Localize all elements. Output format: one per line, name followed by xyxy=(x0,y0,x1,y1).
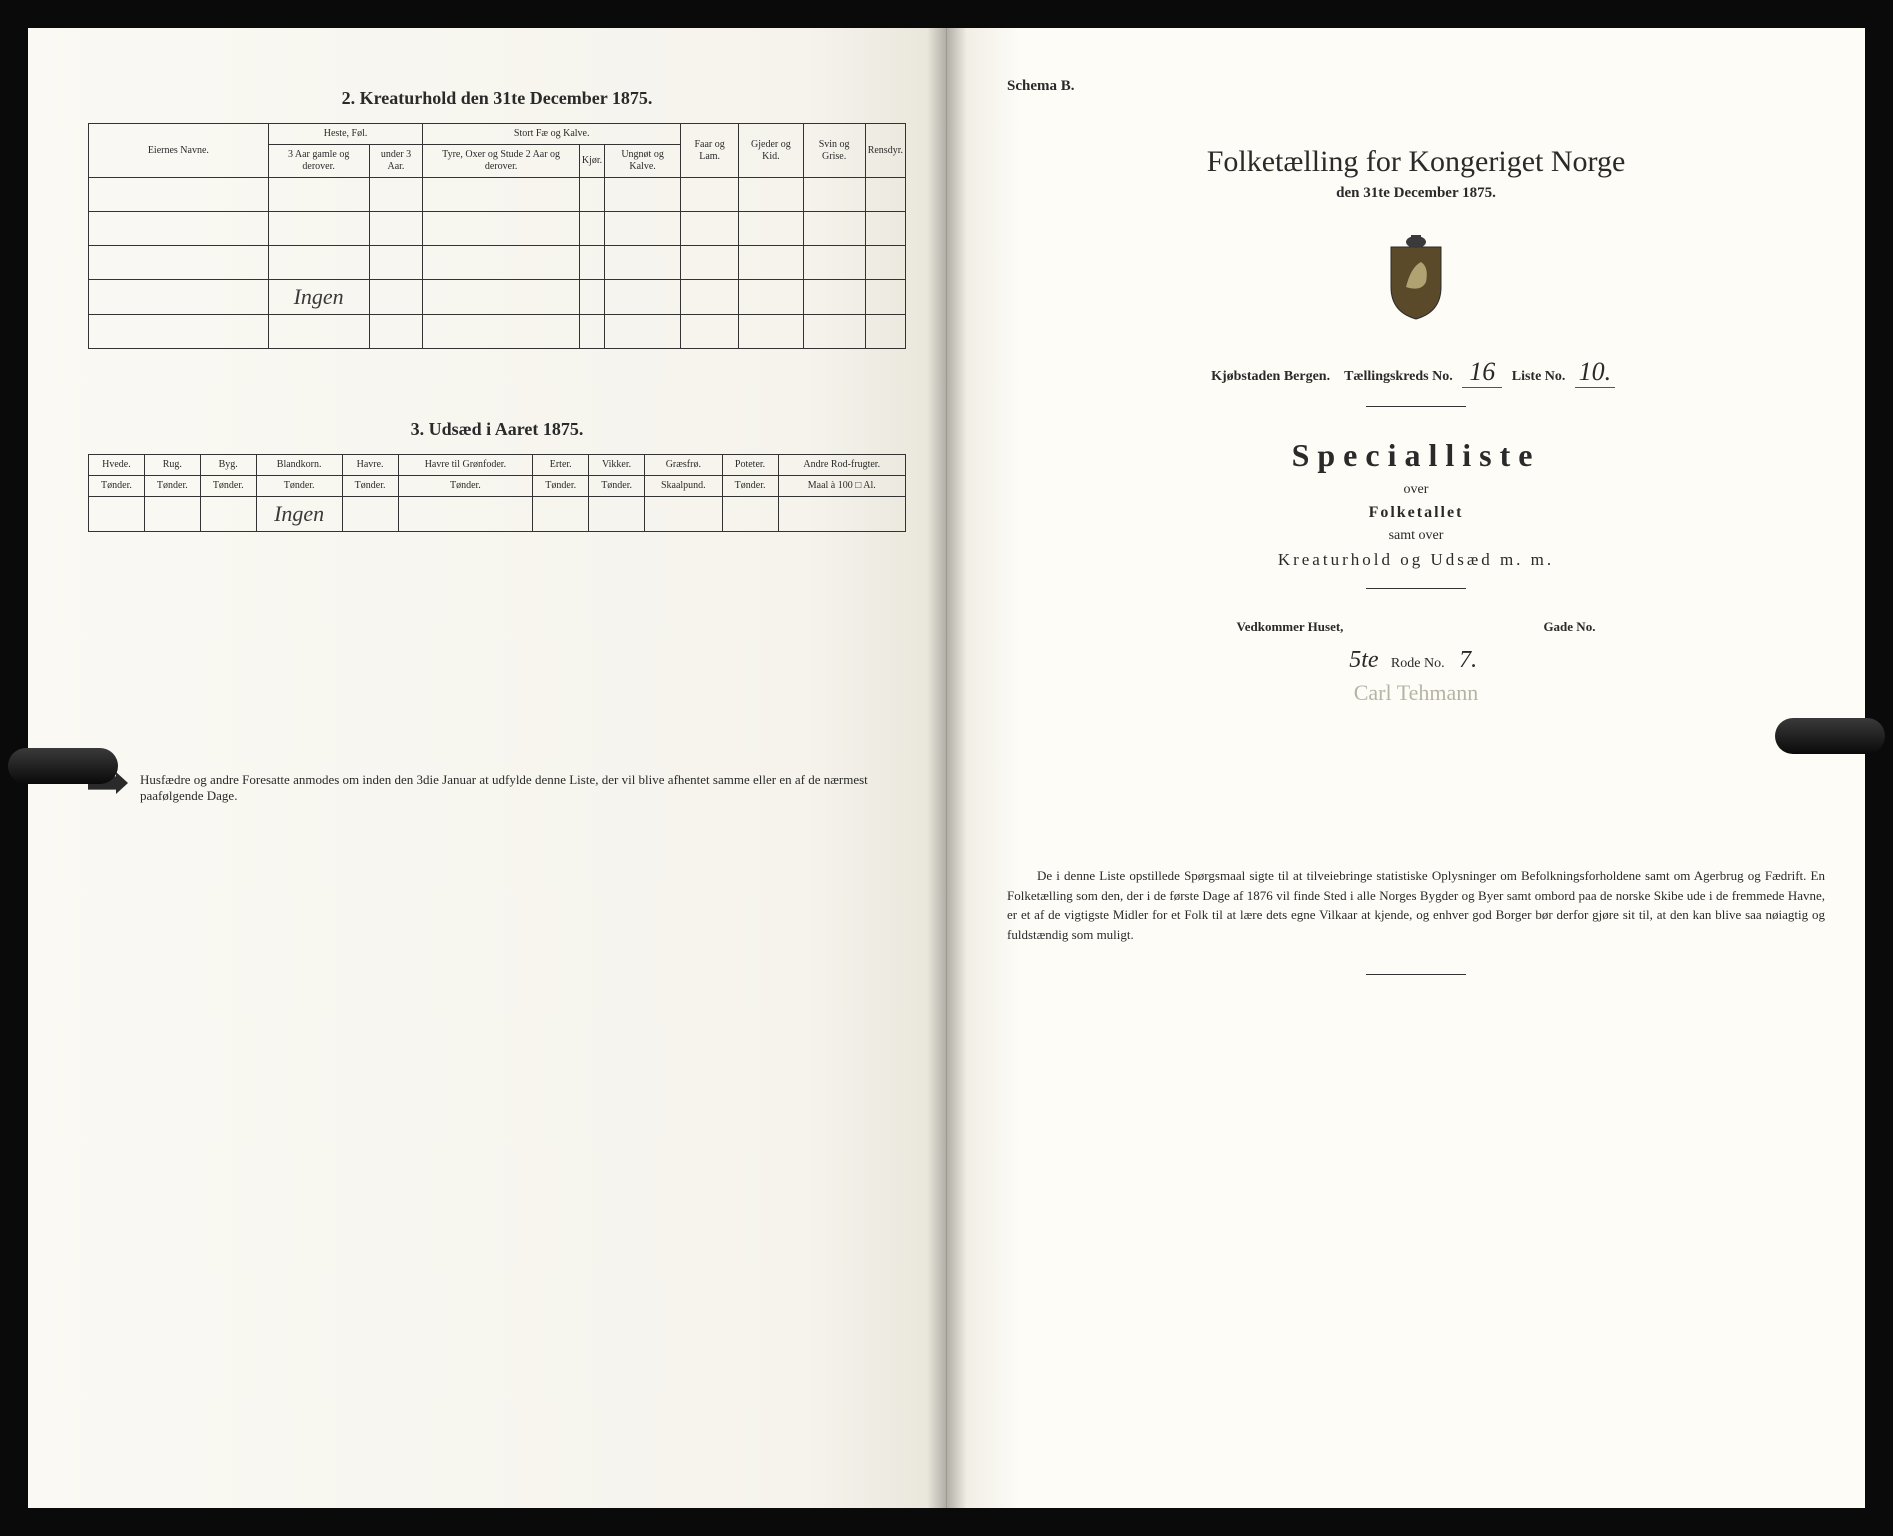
clip-right xyxy=(1775,718,1885,754)
over-1: over xyxy=(1007,482,1825,498)
col-c2: Kjør. xyxy=(579,145,604,178)
hw-ingen-2: Ingen xyxy=(256,497,342,532)
c-erter: Erter. xyxy=(533,455,589,476)
divider-3 xyxy=(1366,974,1466,975)
c-poteter: Poteter. xyxy=(722,455,778,476)
coat-of-arms-icon xyxy=(1007,232,1825,327)
u9: Tønder. xyxy=(722,476,778,497)
c-rug: Rug. xyxy=(144,455,200,476)
specialliste-title: Specialliste xyxy=(1007,437,1825,474)
scan-frame: 2. Kreaturhold den 31te December 1875. E… xyxy=(0,0,1893,1536)
section2-title: 2. Kreaturhold den 31te December 1875. xyxy=(88,88,906,109)
section3-title: 3. Udsæd i Aaret 1875. xyxy=(88,419,906,440)
rode-label: Rode No. xyxy=(1391,656,1445,671)
col-c3: Ungnøt og Kalve. xyxy=(605,145,681,178)
sub-date: den 31te December 1875. xyxy=(1007,185,1825,202)
divider-2 xyxy=(1366,588,1466,589)
schema-label: Schema B. xyxy=(1007,78,1825,95)
rode-hw: 5te xyxy=(1344,647,1384,674)
u7: Tønder. xyxy=(589,476,645,497)
vedkommer: Vedkommer Huset, xyxy=(1237,619,1344,635)
gade-no: Gade No. xyxy=(1543,619,1595,635)
district-prefix: Kjøbstaden Bergen. xyxy=(1211,369,1330,384)
district-line: Kjøbstaden Bergen. Tællingskreds No. 16 … xyxy=(1007,357,1825,388)
grp-cattle: Stort Fæ og Kalve. xyxy=(423,124,681,145)
grp-horses: Heste, Føl. xyxy=(268,124,423,145)
main-title: Folketælling for Kongeriget Norge xyxy=(1007,145,1825,179)
col-rein: Rensdyr. xyxy=(865,124,905,178)
c-vikker: Vikker. xyxy=(589,455,645,476)
kreatur-line: Kreaturhold og Udsæd m. m. xyxy=(1007,550,1825,570)
col-goats: Gjeder og Kid. xyxy=(739,124,803,178)
samt-over: samt over xyxy=(1007,528,1825,544)
clip-left xyxy=(8,748,118,784)
col-h2: under 3 Aar. xyxy=(369,145,423,178)
rode-line: 5te Rode No. 7. xyxy=(1007,647,1825,674)
bottom-paragraph: De i denne Liste opstillede Spørgsmaal s… xyxy=(1007,866,1825,944)
u2: Tønder. xyxy=(200,476,256,497)
col-owner: Eiernes Navne. xyxy=(89,124,269,178)
col-sheep: Faar og Lam. xyxy=(681,124,739,178)
c-gras: Græsfrø. xyxy=(645,455,723,476)
footnote: Husfædre og andre Foresatte anmodes om i… xyxy=(88,772,906,804)
col-pigs: Svin og Grise. xyxy=(803,124,865,178)
rode-no: 7. xyxy=(1448,647,1488,674)
u10: Maal à 100 □ Al. xyxy=(778,476,906,497)
c-andre: Andre Rod-frugter. xyxy=(778,455,906,476)
table-udsaed: Hvede. Rug. Byg. Blandkorn. Havre. Havre… xyxy=(88,454,906,532)
liste-no: 10. xyxy=(1575,357,1615,388)
house-line: Vedkommer Huset, Gade No. xyxy=(1007,619,1825,635)
hw-ingen-1: Ingen xyxy=(268,280,369,315)
u8: Skaalpund. xyxy=(645,476,723,497)
c-hvede: Hvede. xyxy=(89,455,145,476)
left-page: 2. Kreaturhold den 31te December 1875. E… xyxy=(28,28,946,1508)
liste-label: Liste No. xyxy=(1512,369,1566,384)
u5: Tønder. xyxy=(398,476,533,497)
col-h1: 3 Aar gamle og derover. xyxy=(268,145,369,178)
u6: Tønder. xyxy=(533,476,589,497)
u1: Tønder. xyxy=(144,476,200,497)
folketallet: Folketallet xyxy=(1007,504,1825,522)
book-spread: 2. Kreaturhold den 31te December 1875. E… xyxy=(28,28,1865,1508)
divider xyxy=(1366,406,1466,407)
u0: Tønder. xyxy=(89,476,145,497)
u3: Tønder. xyxy=(256,476,342,497)
col-c1: Tyre, Oxer og Stude 2 Aar og derover. xyxy=(423,145,579,178)
district-no: 16 xyxy=(1462,357,1502,388)
faded-signature: Carl Tehmann xyxy=(1007,680,1825,706)
right-page: Schema B. Folketælling for Kongeriget No… xyxy=(946,28,1865,1508)
c-bland: Blandkorn. xyxy=(256,455,342,476)
c-byg: Byg. xyxy=(200,455,256,476)
footnote-text: Husfædre og andre Foresatte anmodes om i… xyxy=(140,772,906,804)
u4: Tønder. xyxy=(342,476,398,497)
c-havregron: Havre til Grønfoder. xyxy=(398,455,533,476)
c-havre: Havre. xyxy=(342,455,398,476)
table-kreaturhold: Eiernes Navne. Heste, Føl. Stort Fæ og K… xyxy=(88,123,906,349)
district-label: Tællingskreds No. xyxy=(1344,369,1453,384)
